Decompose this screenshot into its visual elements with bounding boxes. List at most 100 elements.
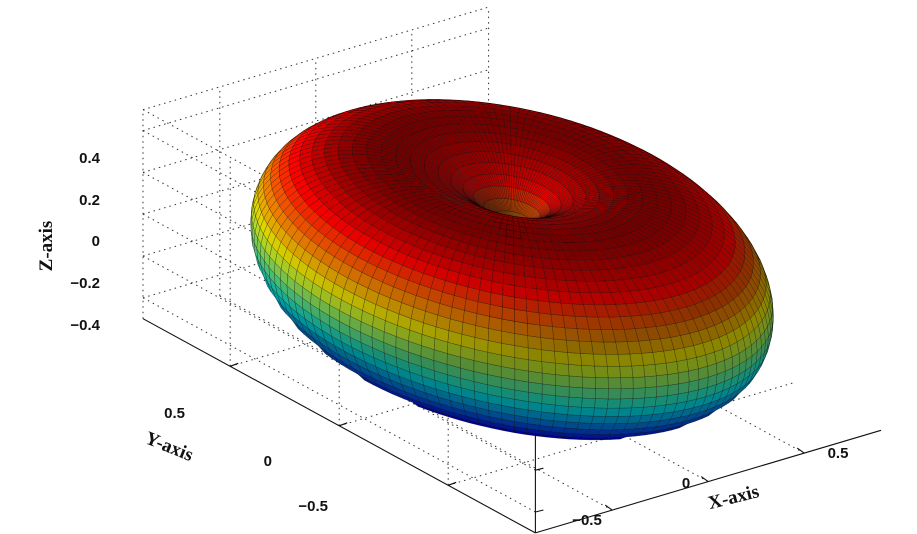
surface-patch bbox=[352, 153, 368, 159]
surface-patch bbox=[605, 407, 620, 417]
surface-patch bbox=[524, 275, 537, 290]
surface-patch bbox=[566, 339, 581, 354]
surface-patch bbox=[676, 359, 689, 374]
surface-patch bbox=[520, 238, 531, 249]
surface-patch bbox=[620, 377, 634, 389]
surface-patch bbox=[667, 383, 680, 396]
surface-patch bbox=[525, 287, 539, 301]
y-tick-label: −0.5 bbox=[298, 498, 328, 515]
surface-patch bbox=[629, 353, 644, 367]
surface-patch bbox=[477, 289, 492, 305]
surface-patch bbox=[352, 157, 370, 162]
surface-patch bbox=[564, 327, 580, 342]
surface-patch bbox=[554, 404, 569, 415]
surface-patch bbox=[576, 328, 592, 342]
z-tick-label: −0.4 bbox=[70, 317, 100, 334]
surface-patch bbox=[603, 341, 619, 355]
surface-patch bbox=[510, 120, 518, 130]
y-axis-line bbox=[142, 318, 536, 534]
z-tick-label: 0.4 bbox=[79, 150, 101, 167]
surface-patch bbox=[533, 266, 546, 280]
x-tick bbox=[604, 504, 613, 511]
surface-patch bbox=[527, 323, 541, 338]
surface-patch bbox=[541, 393, 556, 406]
surface-patch bbox=[338, 143, 354, 148]
surface-patch bbox=[568, 375, 583, 389]
surface-patch bbox=[605, 354, 620, 367]
surface-patch bbox=[581, 365, 596, 378]
x-axis-label: X-axis bbox=[706, 481, 761, 514]
z-tick bbox=[535, 467, 544, 471]
surface-patch bbox=[643, 396, 657, 408]
surface-patch bbox=[574, 428, 590, 435]
surface-patch bbox=[610, 185, 627, 190]
surface-patch bbox=[591, 415, 606, 424]
surface-patch bbox=[338, 139, 355, 145]
y-axis-label: Y-axis bbox=[142, 428, 196, 466]
surface-patch bbox=[568, 386, 583, 399]
surface-patch bbox=[514, 285, 527, 300]
surface-patch bbox=[522, 255, 534, 268]
surface-patch bbox=[576, 422, 592, 430]
surface-patch bbox=[514, 321, 528, 336]
surface-patch bbox=[541, 361, 556, 375]
surface-patch bbox=[371, 167, 389, 172]
x-tick-label: 0 bbox=[682, 475, 690, 492]
surface-patch bbox=[555, 385, 570, 398]
surface-patch bbox=[552, 326, 567, 341]
surface-patch bbox=[581, 387, 596, 399]
y-tick-label: 0.5 bbox=[164, 405, 185, 422]
surface-patch bbox=[514, 308, 528, 324]
surface-patch bbox=[677, 370, 690, 385]
surface-patch bbox=[527, 347, 543, 362]
surface-patch bbox=[580, 353, 595, 367]
surface-patch bbox=[581, 397, 596, 409]
surface-patch bbox=[619, 177, 637, 181]
surface-patch bbox=[564, 421, 580, 430]
surface-patch bbox=[592, 353, 608, 367]
surface-patch bbox=[550, 314, 566, 329]
surface-patch bbox=[549, 301, 564, 316]
y-tick bbox=[230, 362, 239, 367]
surface-patch bbox=[513, 245, 524, 256]
surface-patch bbox=[554, 350, 569, 365]
surface-patch bbox=[339, 136, 356, 141]
surface-patch bbox=[611, 188, 628, 192]
surface-patch bbox=[513, 274, 526, 288]
surface-patch bbox=[489, 292, 504, 308]
surface-patch bbox=[553, 338, 568, 353]
surface-patch bbox=[566, 414, 581, 423]
surface-patch bbox=[632, 376, 646, 389]
surface-patch bbox=[603, 416, 619, 424]
surface-patch bbox=[632, 387, 646, 399]
surface-patch bbox=[567, 406, 582, 416]
z-tick-label: −0.2 bbox=[70, 275, 100, 292]
surface-patch bbox=[527, 335, 542, 350]
surface-patch bbox=[620, 388, 634, 400]
surface-patch bbox=[369, 164, 387, 169]
z-tick bbox=[535, 509, 544, 513]
surface-patch bbox=[513, 263, 525, 277]
surface-patch bbox=[528, 359, 543, 374]
surface-patch bbox=[567, 352, 582, 366]
z-axis-label: Z-axis bbox=[36, 221, 57, 272]
surface-patch bbox=[631, 397, 646, 409]
surface-patch bbox=[539, 324, 554, 340]
surface-patch bbox=[568, 396, 583, 408]
surface-patch bbox=[631, 365, 646, 378]
x-tick-label: 0.5 bbox=[828, 445, 849, 462]
surface-patch bbox=[644, 375, 658, 388]
surface-patch bbox=[667, 372, 680, 386]
surface-patch bbox=[526, 310, 541, 326]
surface-patch bbox=[656, 385, 669, 398]
surface-patch bbox=[654, 395, 668, 407]
surface-patch bbox=[643, 364, 657, 378]
grid-line bbox=[142, 6, 489, 111]
torus-surface bbox=[250, 99, 774, 441]
surface-patch bbox=[540, 337, 555, 352]
surface-patch bbox=[537, 300, 552, 315]
surface-patch bbox=[686, 357, 699, 372]
surface-patch bbox=[654, 362, 668, 377]
surface-patch bbox=[619, 365, 634, 379]
surface-patch bbox=[536, 288, 550, 303]
